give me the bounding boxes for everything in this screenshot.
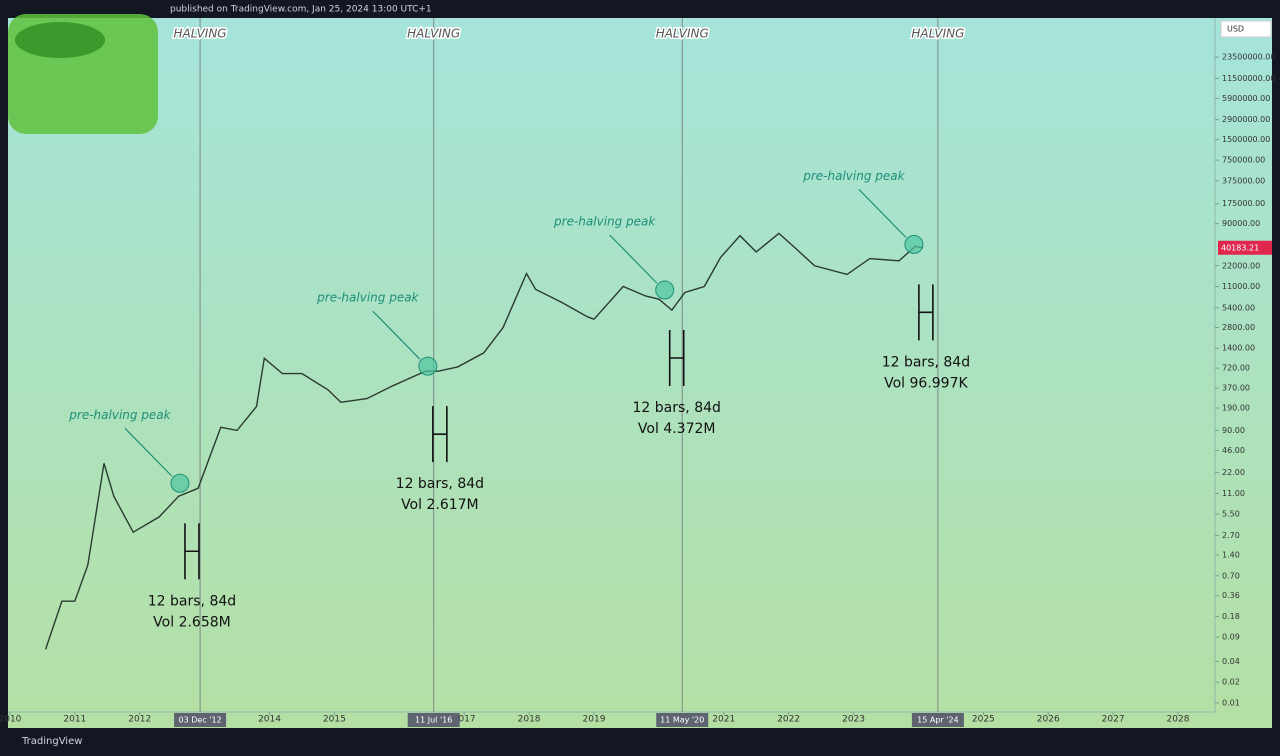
measure-text: 12 bars, 84d (633, 400, 721, 416)
peak-marker (170, 473, 190, 493)
measure-volume: Vol 2.617M (401, 497, 479, 513)
peak-pointer (372, 310, 421, 360)
last-price-badge (1218, 240, 1272, 255)
currency: USD (1227, 25, 1244, 34)
plot-background (8, 18, 1272, 728)
halving-date: 11 Jul '16 (415, 716, 452, 725)
y-tick-label: 22000.00 (1222, 261, 1260, 270)
y-tick-label: 23500000.00 (1222, 53, 1275, 62)
x-tick-label: 2021 (712, 715, 735, 725)
y-tick-label: 0.18 (1222, 612, 1240, 621)
y-tick-label: 0.36 (1222, 591, 1240, 600)
y-tick-label: 5.50 (1222, 510, 1240, 519)
y-tick-label: 2800.00 (1222, 323, 1255, 332)
x-tick-label: 2015 (323, 715, 346, 725)
measure-volume: Vol 4.372M (638, 421, 716, 437)
measure-text: 12 bars, 84d (148, 593, 236, 609)
y-tick-label: 1400.00 (1222, 344, 1255, 353)
x-tick-label: 2018 (518, 715, 541, 725)
y-tick-label: 90.00 (1222, 426, 1245, 435)
redaction-blob (15, 22, 105, 58)
peak-label: pre-halving peak (802, 169, 905, 183)
halving-date-badge (911, 713, 964, 727)
peak-label: pre-halving peak (316, 291, 419, 305)
x-tick-label: 2017 (453, 715, 476, 725)
x-tick-label: 2019 (583, 715, 606, 725)
y-tick-label: 5900000.00 (1222, 94, 1270, 103)
y-tick-label: 175000.00 (1222, 199, 1265, 208)
y-tick-label: 22.00 (1222, 468, 1245, 477)
y-tick-label: 5400.00 (1222, 303, 1255, 312)
halving-label: HALVING (174, 27, 227, 41)
halving-label: HALVING (911, 27, 964, 41)
x-tick-label: 2025 (972, 715, 995, 725)
y-tick-label: 0.09 (1222, 633, 1240, 642)
x-tick-label: 2027 (1102, 715, 1125, 725)
halving-date-badge (174, 713, 227, 727)
header-text: published on TradingView.com, Jan 25, 20… (170, 5, 432, 15)
y-tick-label: 2.70 (1222, 531, 1240, 540)
y-tick-label: 375000.00 (1222, 176, 1265, 185)
x-tick-label: 2028 (1167, 715, 1190, 725)
measure-bracket (184, 523, 200, 580)
y-tick-label: 0.70 (1222, 571, 1240, 580)
y-tick-label: 11000.00 (1222, 282, 1260, 291)
y-tick-label: 720.00 (1222, 364, 1250, 373)
x-tick-label: 2012 (128, 715, 151, 725)
y-tick-label: 0.04 (1222, 657, 1240, 666)
peak-marker (655, 280, 675, 300)
y-tick-label: 46.00 (1222, 446, 1245, 455)
y-tick-label: 750000.00 (1222, 156, 1265, 165)
y-tick-label: 90000.00 (1222, 219, 1260, 228)
halving-date: 15 Apr '24 (917, 716, 958, 725)
x-tick-label: 2014 (258, 715, 281, 725)
x-tick-label: 2023 (842, 715, 865, 725)
halving-label: HALVING (656, 27, 709, 41)
peak-pointer (858, 188, 907, 238)
y-tick-label: 0.01 (1222, 698, 1240, 707)
x-tick-label: 2010 (0, 715, 22, 725)
peak-pointer (124, 427, 173, 477)
halving-date: 11 May '20 (660, 716, 704, 725)
y-tick-label: 1.40 (1222, 551, 1240, 560)
currency-box (1220, 20, 1272, 38)
peak-label: pre-halving peak (68, 408, 171, 422)
y-tick-label: 11500000.00 (1222, 74, 1275, 83)
measure-text: 12 bars, 84d (882, 354, 970, 370)
halving-label: HALVING (407, 27, 460, 41)
measure-bracket (432, 406, 448, 463)
y-tick-label: 190.00 (1222, 404, 1250, 413)
footer-brand: TradingView (21, 736, 82, 747)
price-line (44, 232, 924, 650)
y-tick-label: 1500000.00 (1222, 135, 1270, 144)
peak-pointer (609, 234, 658, 284)
redaction (8, 14, 158, 134)
x-tick-label: 2026 (1037, 715, 1060, 725)
measure-volume: Vol 96.997K (884, 375, 968, 391)
peak-label: pre-halving peak (553, 214, 656, 228)
y-tick-label: 11.00 (1222, 489, 1245, 498)
halving-date-badge (407, 713, 460, 727)
halving-date: 03 Dec '12 (179, 716, 222, 725)
y-tick-label: 2900000.00 (1222, 115, 1270, 124)
halving-date-badge (656, 713, 709, 727)
x-tick-label: 2022 (777, 715, 800, 725)
peak-marker (418, 356, 438, 376)
last-price: 40183.21 (1221, 243, 1259, 252)
measure-text: 12 bars, 84d (396, 476, 484, 492)
measure-volume: Vol 2.658M (153, 614, 231, 630)
measure-bracket (668, 329, 685, 386)
y-tick-label: 0.02 (1222, 678, 1240, 687)
peak-marker (904, 234, 924, 254)
x-tick-label: 2011 (63, 715, 86, 725)
measure-bracket (918, 284, 934, 341)
y-tick-label: 370.00 (1222, 384, 1250, 393)
